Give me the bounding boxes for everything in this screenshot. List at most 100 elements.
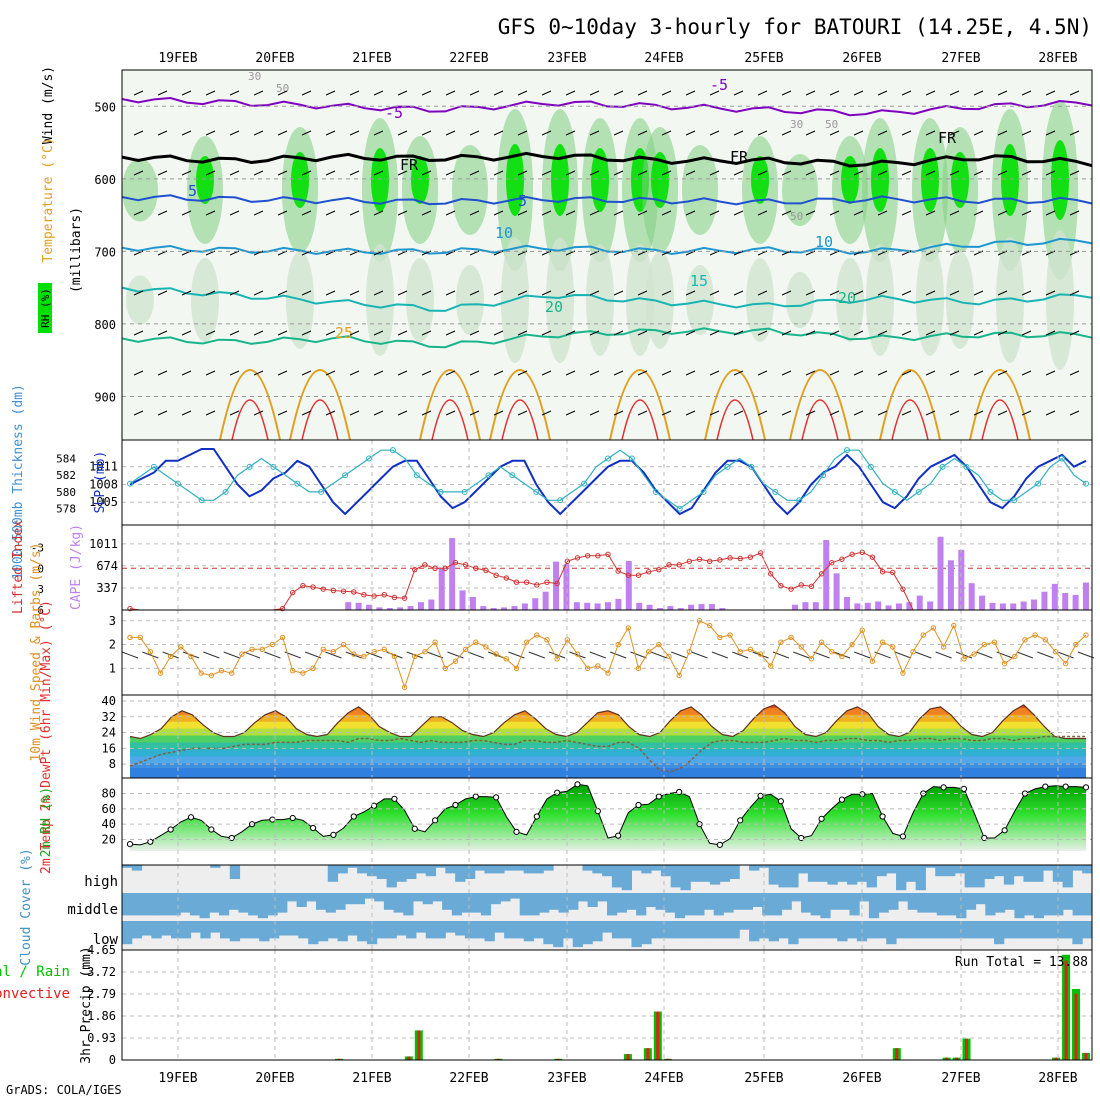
cape-bar xyxy=(355,602,362,610)
wind-speed-point xyxy=(229,670,235,676)
wind-barb xyxy=(949,170,960,176)
contour-label: 30 xyxy=(790,118,803,131)
wind-barb xyxy=(925,330,936,336)
wind-barb xyxy=(613,130,624,136)
wind-barb xyxy=(1069,130,1080,136)
cloud-bar-low xyxy=(788,921,799,945)
cloud-bar-middle xyxy=(713,893,724,916)
slp-tick: 1011 xyxy=(89,460,118,474)
date-label-top: 27FEB xyxy=(941,51,980,66)
wind-barb xyxy=(325,210,336,216)
wind-barb xyxy=(277,90,288,96)
temperature-contour-25 xyxy=(489,369,551,441)
cloud-bar-high xyxy=(866,865,877,888)
wind-barb xyxy=(517,370,528,376)
cape-bar xyxy=(501,607,508,610)
rh-point xyxy=(1082,784,1090,791)
wind-barb xyxy=(205,130,216,136)
thickness-point xyxy=(891,488,898,495)
wind-barb xyxy=(541,170,552,176)
contour-label: 5 xyxy=(518,192,527,210)
rh-point xyxy=(940,784,947,791)
wind-barb xyxy=(565,130,576,136)
cloud-bar-low xyxy=(161,921,172,936)
wind-barb xyxy=(301,410,312,416)
li-point xyxy=(869,554,876,560)
cloud-bar-low xyxy=(709,921,721,939)
date-label-top: 21FEB xyxy=(352,51,391,66)
wind-speed-point xyxy=(747,646,754,653)
cloud-bar-low xyxy=(572,921,584,948)
cloud-bar-high xyxy=(700,865,711,882)
cloud-bar-middle xyxy=(209,893,220,913)
thickness-point xyxy=(198,497,205,504)
wind-speed-point xyxy=(381,646,387,653)
cloud-bar-middle xyxy=(238,893,249,913)
cloud-bar-high xyxy=(719,865,730,882)
li-point xyxy=(829,560,835,566)
wind-barb xyxy=(181,330,192,336)
cape-bar xyxy=(594,603,601,610)
contour-label: FR xyxy=(730,148,749,166)
wind-barb xyxy=(181,90,192,96)
wind-barb xyxy=(397,330,408,336)
wind-barb xyxy=(565,290,576,296)
cape-bar xyxy=(906,602,913,610)
contour-label: 10 xyxy=(495,224,513,242)
li-point xyxy=(310,584,316,590)
date-label-top: 24FEB xyxy=(644,51,683,66)
cloud-bar-low xyxy=(190,921,201,933)
cape-bar xyxy=(397,607,404,610)
wind-barb xyxy=(925,170,936,176)
wind-barb xyxy=(901,410,912,416)
cloud-bar-high xyxy=(915,865,926,891)
precip-convective-bar xyxy=(895,1048,899,1060)
wind-barb xyxy=(949,290,960,296)
cloud-bar-middle xyxy=(791,893,802,902)
cloud-bar-low xyxy=(347,921,358,936)
wind-barb xyxy=(901,130,912,136)
cloud-bar-low xyxy=(278,921,290,936)
wind-barb xyxy=(781,370,792,376)
cloud-bar-middle xyxy=(1053,893,1064,916)
wind-barb xyxy=(691,651,708,659)
wind-speed-point xyxy=(584,665,591,672)
cloud-bar-middle xyxy=(451,893,462,916)
cloud-bar-middle xyxy=(975,893,986,905)
cloud-bar-high xyxy=(847,865,858,885)
cloud-bar-middle xyxy=(345,893,356,905)
wind-barb xyxy=(637,170,648,176)
wind-barb xyxy=(1045,330,1056,336)
wind-barb xyxy=(301,330,312,336)
wind-speed-point xyxy=(208,672,215,679)
wind-barb xyxy=(613,290,624,296)
cape-bar xyxy=(1072,594,1079,610)
cloud-bar-middle xyxy=(199,893,210,919)
li-point xyxy=(757,550,764,556)
rh-shade xyxy=(866,244,894,356)
wind-speed-point xyxy=(625,625,632,631)
cloud-bar-high xyxy=(905,865,917,882)
rh-shade xyxy=(546,237,574,363)
rh-shade xyxy=(191,258,219,342)
wind-barb xyxy=(162,651,179,659)
wind-barb xyxy=(805,170,816,176)
cloud-bar-middle xyxy=(122,893,133,916)
thickness-point xyxy=(676,505,683,512)
wind-barb xyxy=(517,410,528,416)
rh-shade-high xyxy=(751,156,769,204)
cloud-bar-high xyxy=(425,865,437,877)
rh-point xyxy=(1001,827,1008,834)
wind-barb xyxy=(493,210,504,216)
cloud-bar-high xyxy=(945,865,956,877)
thickness-point xyxy=(413,472,420,479)
wind-speed-point xyxy=(829,648,835,655)
rh-point xyxy=(411,825,418,832)
cloud-bar-high xyxy=(494,865,505,874)
cloud-bar-low xyxy=(141,921,152,936)
wind-barb xyxy=(661,130,672,136)
rh-point xyxy=(269,816,276,823)
dewpt-line xyxy=(129,735,1086,773)
